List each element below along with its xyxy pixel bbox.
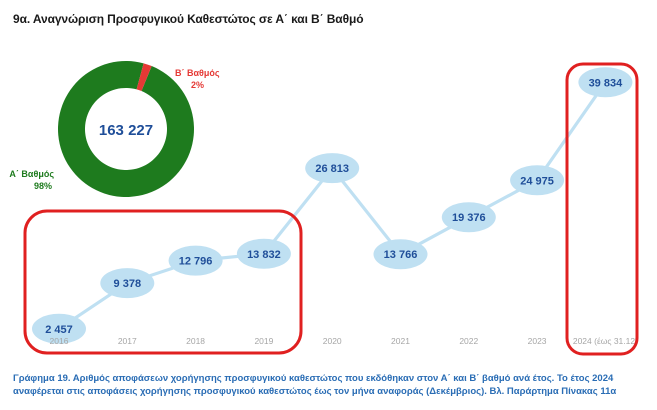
donut-label-grade-b: Β΄ Βαθμός xyxy=(175,68,220,78)
data-label-2017: 9 378 xyxy=(114,278,142,290)
figure-caption: Γράφημα 19. Αριθμός αποφάσεων χορήγησης … xyxy=(13,373,617,397)
x-tick-label: 2018 xyxy=(186,336,205,346)
donut-slice-grade-a xyxy=(57,60,194,198)
data-point-2019 xyxy=(236,238,291,269)
data-point-2018 xyxy=(168,245,223,276)
highlight-box-2016-2019 xyxy=(23,209,303,355)
x-tick-label: 2022 xyxy=(459,336,478,346)
highlight-box-2024 xyxy=(565,62,639,356)
data-label-2020: 26 813 xyxy=(315,163,349,175)
x-tick-label: 2023 xyxy=(528,336,547,346)
x-tick-label: 2019 xyxy=(254,336,273,346)
data-label-2016: 2 457 xyxy=(45,324,73,336)
x-tick-label: 2017 xyxy=(118,336,137,346)
data-label-2019: 13 832 xyxy=(247,249,281,261)
data-point-2016 xyxy=(32,313,86,344)
data-point-2023 xyxy=(510,165,565,196)
page-title: 9α. Αναγνώριση Προσφυγικού Καθεστώτος σε… xyxy=(13,12,364,26)
donut-chart: 163 227 Α΄ Βαθμός 98% Β΄ Βαθμός 2% xyxy=(9,60,220,198)
data-point-2022 xyxy=(441,202,496,233)
data-point-2024 xyxy=(578,67,633,98)
highlight-boxes xyxy=(23,62,639,356)
donut-center-total: 163 227 xyxy=(99,122,153,139)
donut-label-grade-a: Α΄ Βαθμός xyxy=(9,169,54,179)
data-label-2024: 39 834 xyxy=(589,77,624,89)
data-label-2023: 24 975 xyxy=(520,175,554,187)
chart-area: 2 457 9 378 12 796 13 832 26 813 13 766 19 376… xyxy=(9,60,639,356)
x-tick-label: 2016 xyxy=(50,336,69,346)
data-point-2017 xyxy=(100,268,155,299)
donut-percent-grade-b: 2% xyxy=(191,80,204,90)
donut-hole xyxy=(85,88,167,170)
line-chart: 2 457 9 378 12 796 13 832 26 813 13 766 19 376… xyxy=(32,67,638,346)
donut-slice-grade-b xyxy=(136,63,152,92)
data-label-2021: 13 766 xyxy=(384,249,418,261)
data-point-2021 xyxy=(373,239,428,270)
data-point-2020 xyxy=(305,153,360,184)
donut-percent-grade-a: 98% xyxy=(34,181,52,191)
data-label-2022: 19 376 xyxy=(452,212,486,224)
x-tick-label: 2020 xyxy=(323,336,342,346)
data-label-2018: 12 796 xyxy=(179,256,213,268)
x-tick-label: 2024 (έως 31.12) xyxy=(573,336,638,346)
x-tick-label: 2021 xyxy=(391,336,410,346)
